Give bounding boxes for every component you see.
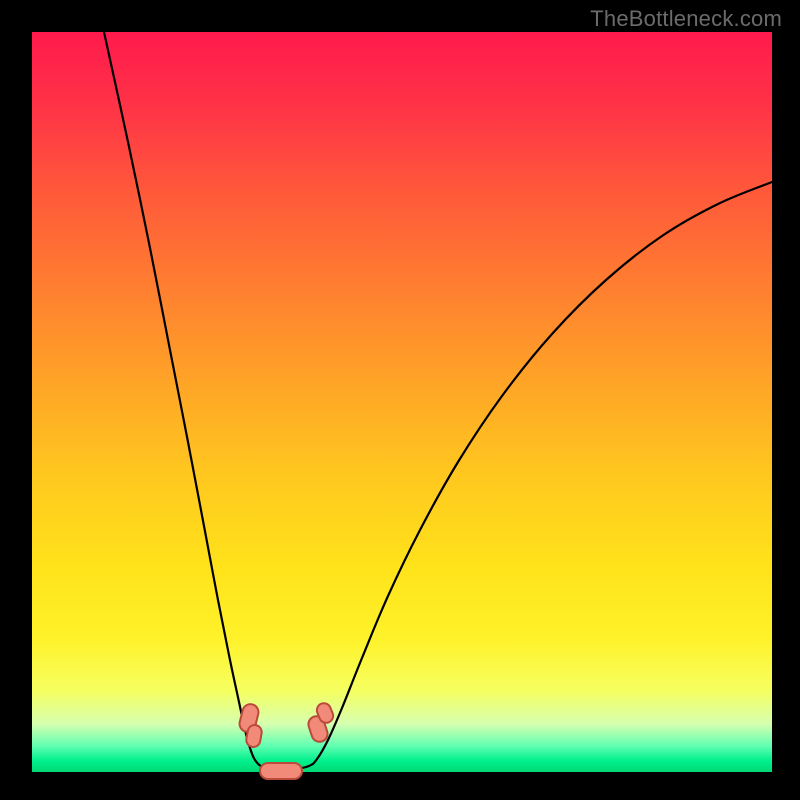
bottleneck-curve <box>104 32 772 769</box>
plot-area <box>32 32 772 772</box>
data-marker <box>259 762 303 780</box>
watermark-text: TheBottleneck.com <box>590 6 782 32</box>
curve-svg-layer <box>32 32 772 772</box>
